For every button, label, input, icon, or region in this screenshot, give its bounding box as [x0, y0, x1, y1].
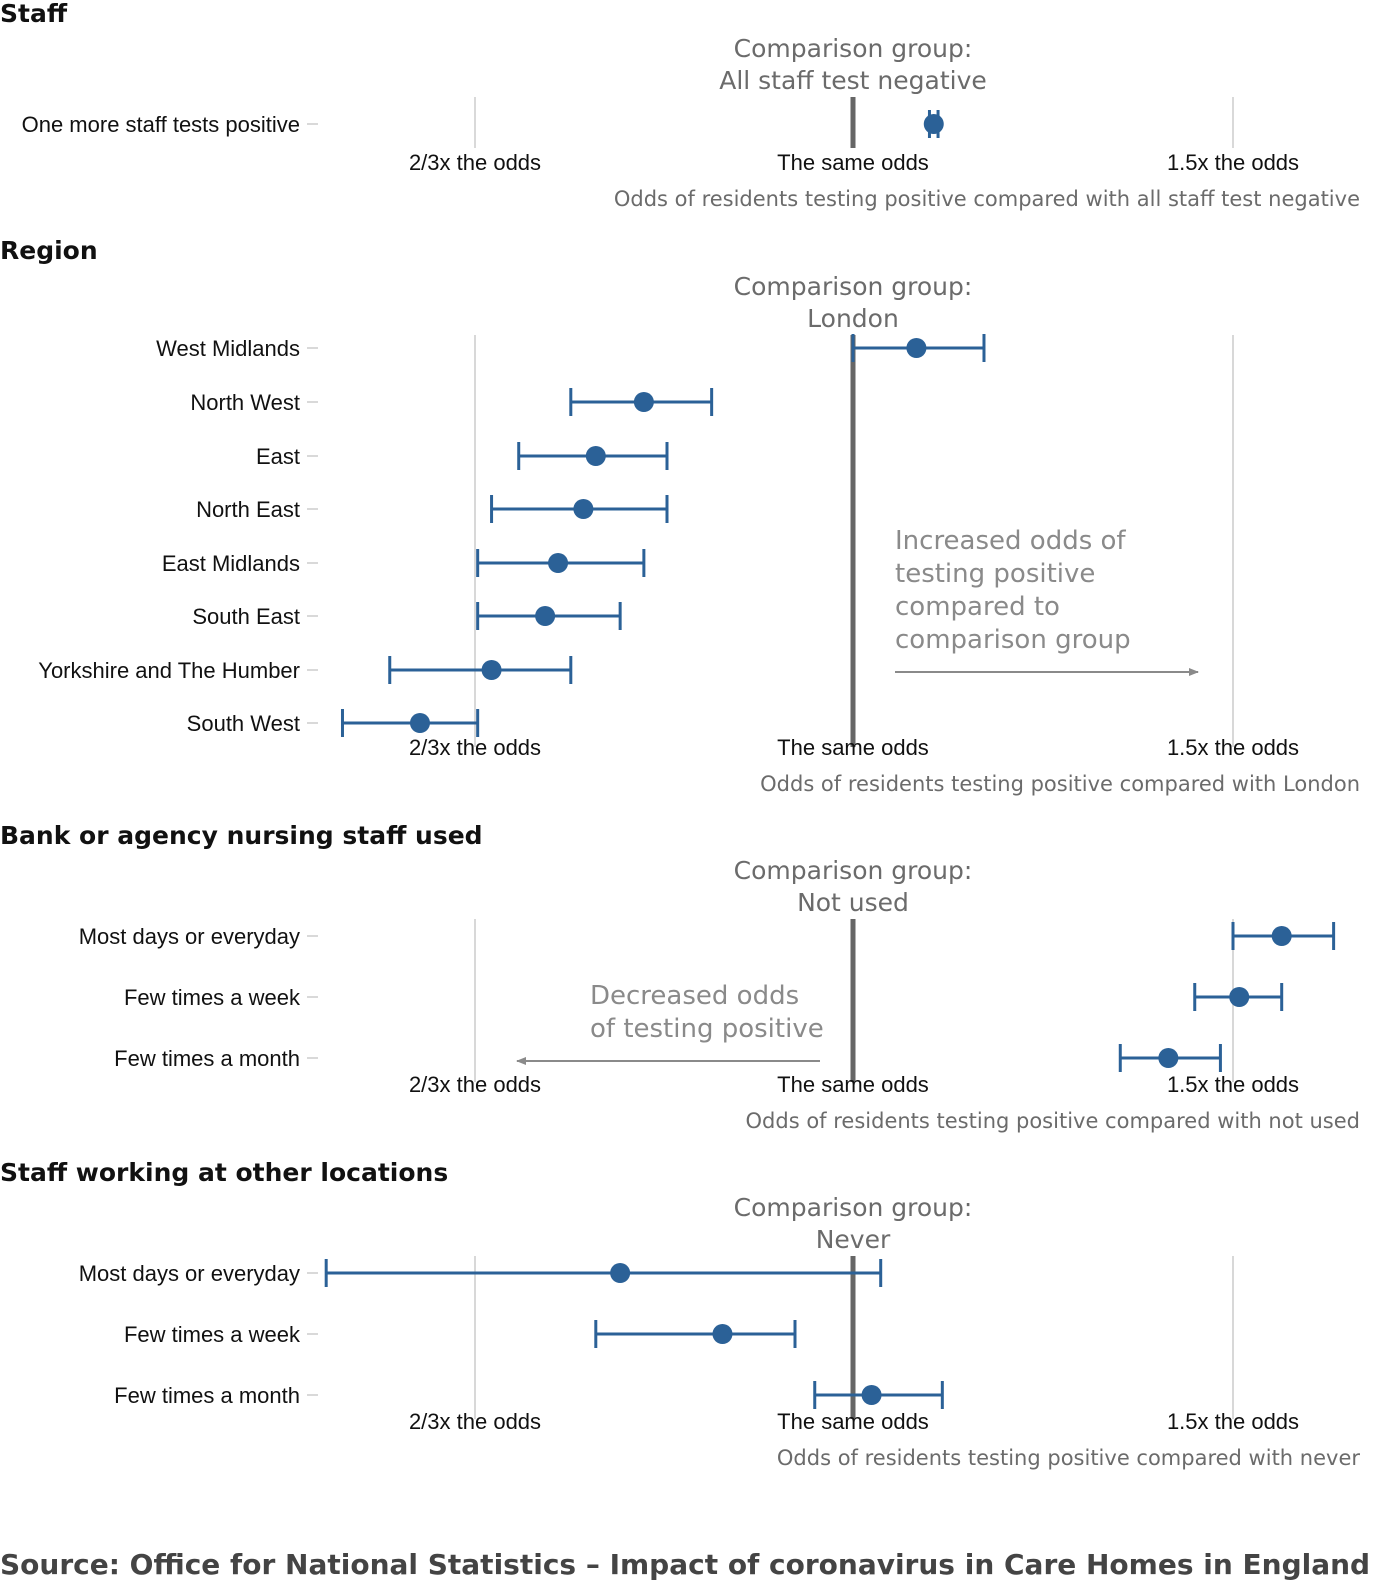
point-estimate — [1271, 926, 1292, 946]
point-estimate — [481, 660, 502, 680]
comparison-group-label: Not used — [797, 888, 909, 917]
x-tick-label: The same odds — [777, 150, 929, 175]
point-estimate — [712, 1324, 733, 1344]
category-label: Few times a week — [124, 1322, 301, 1347]
category-label: North West — [190, 390, 300, 415]
source-note: Source: Office for National Statistics –… — [0, 1548, 1370, 1581]
x-tick-label: 1.5x the odds — [1167, 735, 1299, 760]
point-estimate — [409, 713, 430, 733]
x-tick-label: The same odds — [777, 1409, 929, 1434]
category-label: Most days or everyday — [79, 1261, 300, 1286]
point-estimate — [1229, 987, 1250, 1007]
panel-title: Bank or agency nursing staff used — [0, 821, 483, 850]
panel-4: Staff working at other locations Comparis… — [0, 1158, 1360, 1470]
x-tick-label: 1.5x the odds — [1167, 150, 1299, 175]
decreased-odds-annotation: of testing positive — [590, 1014, 824, 1044]
x-tick-label: 2/3x the odds — [409, 735, 541, 760]
category-label: South East — [192, 604, 300, 629]
panel-2: Region Comparison group: London 2/3x the od… — [0, 236, 1360, 796]
category-label: East — [256, 444, 300, 469]
x-tick-label: The same odds — [777, 1072, 929, 1097]
x-axis-title: Odds of residents testing positive compa… — [777, 1446, 1360, 1470]
comparison-group-label: All staff test negative — [719, 66, 987, 95]
comparison-group-label: Comparison group: — [734, 34, 973, 63]
panel-1: Staff Comparison group: All staff test neg… — [0, 0, 1360, 211]
x-tick-label: 1.5x the odds — [1167, 1409, 1299, 1434]
x-tick-label: 2/3x the odds — [409, 1072, 541, 1097]
decreased-odds-annotation: Decreased odds — [590, 981, 799, 1011]
comparison-group-label: Comparison group: — [734, 272, 973, 301]
point-estimate — [633, 392, 654, 412]
category-label: South West — [187, 711, 300, 736]
point-estimate — [861, 1385, 882, 1405]
point-estimate — [923, 114, 944, 134]
point-estimate — [1158, 1048, 1179, 1068]
comparison-group-label: London — [807, 304, 899, 333]
increased-odds-annotation: compared to — [895, 592, 1060, 622]
x-tick-label: The same odds — [777, 735, 929, 760]
x-tick-label: 1.5x the odds — [1167, 1072, 1299, 1097]
comparison-group-label: Comparison group: — [734, 1193, 973, 1222]
category-label: Few times a week — [124, 985, 301, 1010]
increased-odds-annotation: testing positive — [895, 559, 1095, 589]
category-label: West Midlands — [156, 336, 300, 361]
category-label: East Midlands — [162, 551, 300, 576]
panel-title: Staff working at other locations — [0, 1158, 448, 1187]
category-label: North East — [196, 497, 300, 522]
x-axis-title: Odds of residents testing positive compa… — [746, 1109, 1360, 1133]
category-label: Few times a month — [114, 1383, 300, 1408]
point-estimate — [585, 446, 606, 466]
increased-odds-annotation: Increased odds of — [895, 526, 1126, 556]
x-axis-title: Odds of residents testing positive compa… — [614, 187, 1360, 211]
point-estimate — [573, 499, 594, 519]
increased-odds-annotation: comparison group — [895, 625, 1131, 655]
panel-title: Region — [0, 236, 98, 265]
point-estimate — [610, 1263, 631, 1283]
category-label: Most days or everyday — [79, 924, 300, 949]
point-estimate — [906, 338, 927, 358]
point-estimate — [535, 606, 556, 626]
comparison-group-label: Comparison group: — [734, 856, 973, 885]
panel-3: Bank or agency nursing staff used Compari… — [0, 821, 1360, 1133]
comparison-group-label: Never — [816, 1225, 891, 1254]
panel-title: Staff — [0, 0, 68, 28]
category-label: One more staff tests positive — [22, 112, 300, 137]
point-estimate — [548, 553, 569, 573]
x-tick-label: 2/3x the odds — [409, 1409, 541, 1434]
category-label: Yorkshire and The Humber — [38, 658, 300, 683]
category-label: Few times a month — [114, 1046, 300, 1071]
x-tick-label: 2/3x the odds — [409, 150, 541, 175]
x-axis-title: Odds of residents testing positive compa… — [760, 772, 1360, 796]
